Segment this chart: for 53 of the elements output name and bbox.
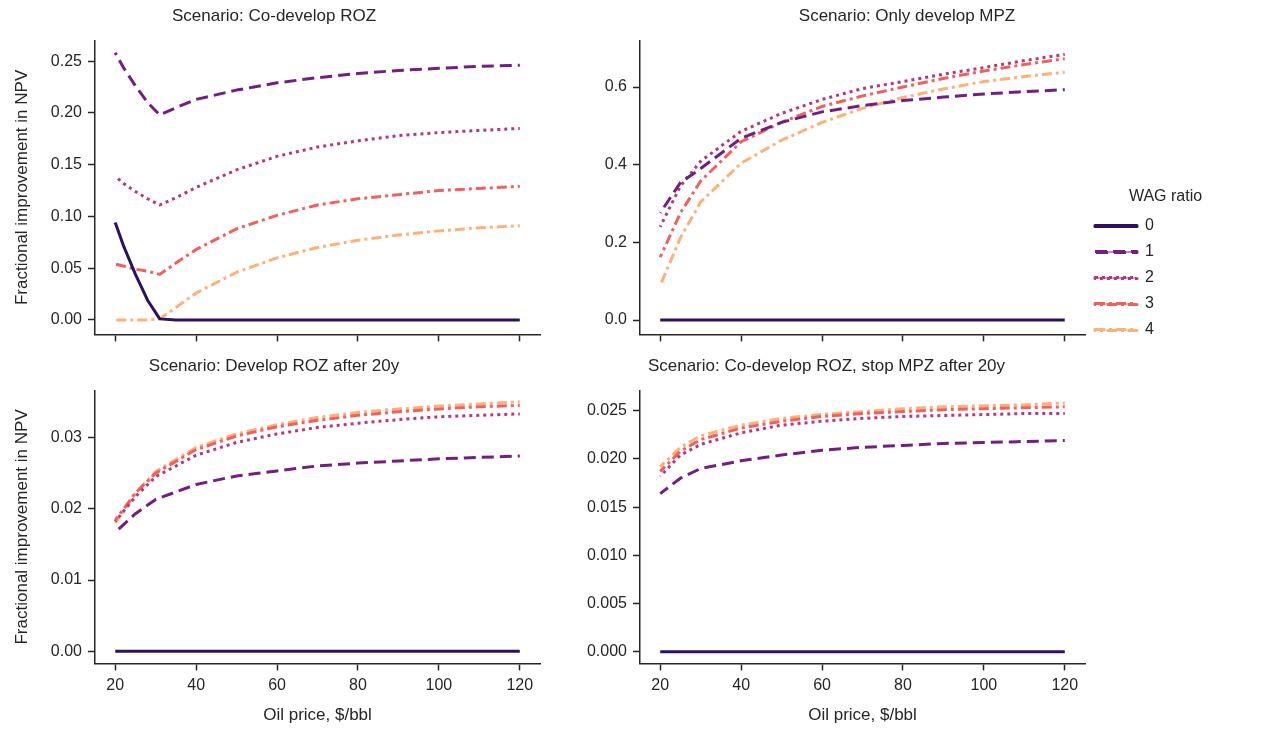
x-axis-title: Oil price, $/bbl [263, 705, 372, 725]
y-tick-label: 0.6 [604, 77, 628, 95]
legend-label: 1 [1145, 242, 1154, 260]
x-tick-label: 40 [187, 676, 206, 694]
x-tick-label: 80 [349, 676, 367, 694]
chart-title: Scenario: Only develop MPZ [798, 5, 1016, 25]
line-series [658, 57, 1067, 259]
y-tick-label: 0.00 [50, 310, 83, 328]
x-tick-label: 100 [970, 676, 998, 694]
y-tick-label: 0.005 [586, 594, 628, 611]
x-tick-label: 60 [813, 676, 832, 694]
y-tick-label: 0.020 [586, 449, 628, 467]
y-tick-label: 0.0 [604, 310, 628, 328]
line-series [658, 412, 1067, 478]
x-axis-title: Oil price, $/bbl [808, 705, 917, 725]
line-series [113, 184, 522, 276]
y-tick-label: 0.00 [50, 641, 83, 659]
x-tick-label: 120 [506, 676, 534, 694]
legend-label: 4 [1145, 320, 1154, 338]
line-series [658, 52, 1067, 229]
x-tick-label: 20 [106, 676, 125, 694]
line-series [658, 88, 1067, 215]
y-tick-label: 0.03 [50, 427, 83, 445]
legend-label: 3 [1145, 294, 1154, 312]
y-tick-label: 0.4 [604, 155, 628, 173]
x-tick-label: 60 [268, 676, 287, 694]
y-tick-label: 0.01 [50, 570, 83, 588]
y-tick-label: 0.25 [50, 51, 83, 69]
y-tick-label: 0.10 [50, 206, 83, 224]
legend-title: WAG ratio [1128, 187, 1203, 205]
y-axis-title: Fractional improvement in NPV [11, 408, 31, 645]
chart-title: Scenario: Develop ROZ after 20y [148, 355, 400, 375]
y-tick-label: 0.20 [50, 103, 83, 121]
y-axis-title: Fractional improvement in NPV [11, 69, 31, 306]
chart-title: Scenario: Co-develop ROZ, stop MPZ after 20y [647, 355, 1006, 375]
line-series [658, 439, 1067, 496]
legend-label: 2 [1145, 268, 1154, 286]
y-tick-label: 0.010 [586, 545, 628, 563]
y-tick-label: 0.000 [586, 642, 628, 660]
y-tick-label: 0.15 [50, 155, 83, 173]
chart-title: Scenario: Co-develop ROZ [171, 5, 377, 25]
x-tick-label: 120 [1051, 676, 1079, 694]
y-tick-label: 0.015 [586, 497, 628, 515]
x-tick-label: 20 [651, 676, 670, 694]
y-tick-label: 0.025 [586, 401, 628, 419]
x-tick-label: 100 [425, 676, 453, 694]
y-tick-label: 0.05 [50, 258, 83, 276]
y-tick-label: 0.02 [50, 499, 83, 517]
legend-label: 0 [1145, 216, 1154, 234]
x-tick-label: 80 [894, 676, 912, 694]
y-tick-label: 0.2 [604, 232, 628, 250]
x-tick-label: 40 [732, 676, 751, 694]
line-series [113, 51, 522, 117]
